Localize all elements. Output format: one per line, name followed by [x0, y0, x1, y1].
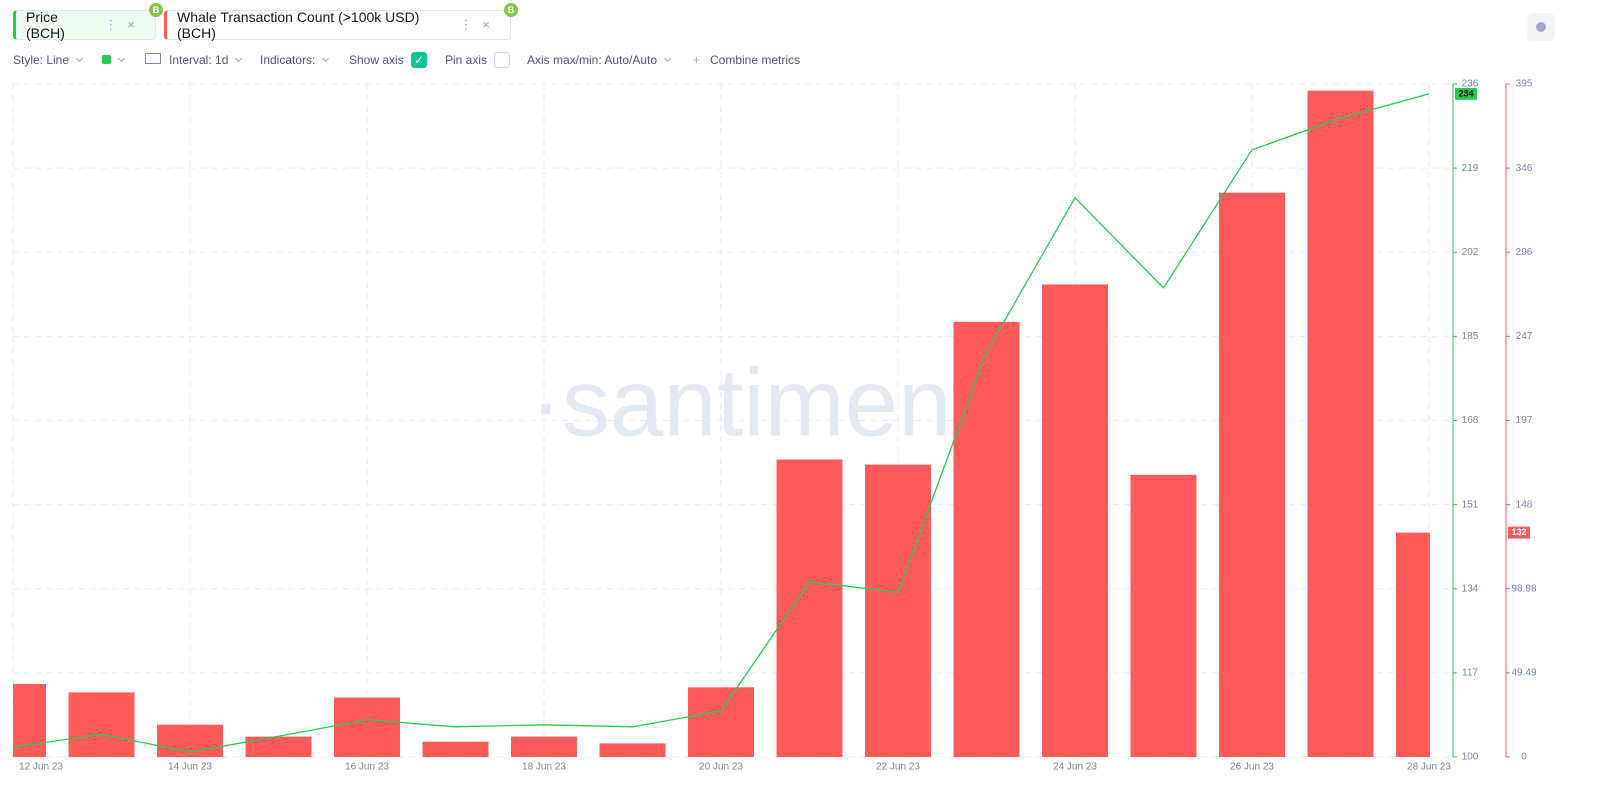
- watermark: ·santiment·: [530, 349, 1010, 456]
- y2-tick-label: 148: [1516, 499, 1533, 510]
- x-tick-label: 24 Jun 23: [1053, 762, 1097, 773]
- bar: [1219, 192, 1285, 757]
- coin-icon: B: [504, 3, 518, 17]
- bar: [245, 736, 312, 757]
- style-select[interactable]: Style: Line: [13, 53, 82, 67]
- legend-label: Whale Transaction Count (>100k USD) (BCH…: [177, 9, 420, 41]
- last-value-badge: [1455, 87, 1477, 100]
- show-axis-checkbox[interactable]: ✓: [411, 52, 427, 68]
- bar: [865, 464, 931, 757]
- x-tick-label: 26 Jun 23: [1230, 762, 1274, 773]
- y2-tick-label: 49.49: [1511, 668, 1536, 679]
- last-value-label: 234: [1458, 88, 1473, 98]
- y-tick-label: 202: [1462, 247, 1479, 258]
- y-tick-label: 100: [1462, 752, 1479, 763]
- y2-tick-label: 296: [1516, 247, 1533, 258]
- x-tick-label: 18 Jun 23: [522, 762, 566, 773]
- y2-tick-label: 395: [1516, 79, 1533, 90]
- x-tick-label: 16 Jun 23: [345, 762, 389, 773]
- x-tick-label: 14 Jun 23: [168, 762, 212, 773]
- plus-icon: +: [693, 53, 701, 67]
- interval-select[interactable]: Interval: 1d: [169, 53, 241, 67]
- bar: [422, 741, 489, 757]
- show-axis[interactable]: Show axis: [349, 53, 404, 67]
- bar: [776, 459, 843, 757]
- tab-actions[interactable]: ⋮×: [459, 17, 500, 32]
- metric-tab[interactable]: Price (BCH) ⋮× B: [13, 3, 163, 41]
- color-select[interactable]: [102, 53, 124, 67]
- plot-area: [13, 90, 1430, 757]
- y-tick-label: 236: [1462, 79, 1479, 90]
- indicators-select[interactable]: Indicators:: [260, 53, 328, 67]
- combine-metrics[interactable]: Combine metrics: [710, 53, 801, 67]
- interval-icon: [145, 53, 161, 67]
- coin-icon: B: [149, 3, 163, 17]
- bar: [953, 321, 1020, 757]
- x-tick-label: 22 Jun 23: [876, 762, 920, 773]
- y2-tick-label: 346: [1516, 163, 1533, 174]
- y-tick-label: 151: [1462, 499, 1479, 510]
- bar: [1396, 532, 1430, 757]
- bar: [511, 736, 577, 757]
- last-value-badge: [1508, 526, 1530, 539]
- pin-axis[interactable]: Pin axis: [445, 53, 488, 67]
- settings-button[interactable]: [1527, 13, 1555, 41]
- bar: [1042, 284, 1108, 757]
- legend-label: Price (BCH): [26, 9, 65, 41]
- bar: [1130, 474, 1197, 757]
- y-tick-label: 168: [1462, 415, 1479, 426]
- metric-tab[interactable]: Whale Transaction Count (>100k USD) (BCH…: [164, 3, 518, 41]
- pin-axis-checkbox[interactable]: [494, 52, 510, 68]
- y-tick-label: 134: [1462, 583, 1479, 594]
- y-tick-label: 219: [1462, 163, 1479, 174]
- bar: [688, 687, 754, 757]
- y2-tick-label: 197: [1516, 415, 1533, 426]
- y-tick-label: 117: [1462, 668, 1478, 679]
- axis-range-select[interactable]: Axis max/min: Auto/Auto: [527, 53, 670, 67]
- bar: [599, 743, 666, 757]
- y2-tick-label: 0: [1521, 752, 1527, 763]
- last-value-label: 132: [1511, 527, 1526, 537]
- color-swatch: [102, 55, 111, 64]
- bar: [68, 692, 135, 757]
- bar: [334, 697, 400, 757]
- bar: [1307, 90, 1374, 757]
- x-tick-label: 28 Jun 23: [1407, 762, 1451, 773]
- y-tick-label: 185: [1462, 331, 1479, 342]
- tab-actions[interactable]: ⋮×: [104, 17, 145, 32]
- y2-tick-label: 247: [1516, 331, 1533, 342]
- x-tick-label: 20 Jun 23: [699, 762, 743, 773]
- price-line: [13, 93, 1430, 753]
- y2-tick-label: 98.98: [1511, 583, 1536, 594]
- x-tick-label: 12 Jun 23: [19, 762, 63, 773]
